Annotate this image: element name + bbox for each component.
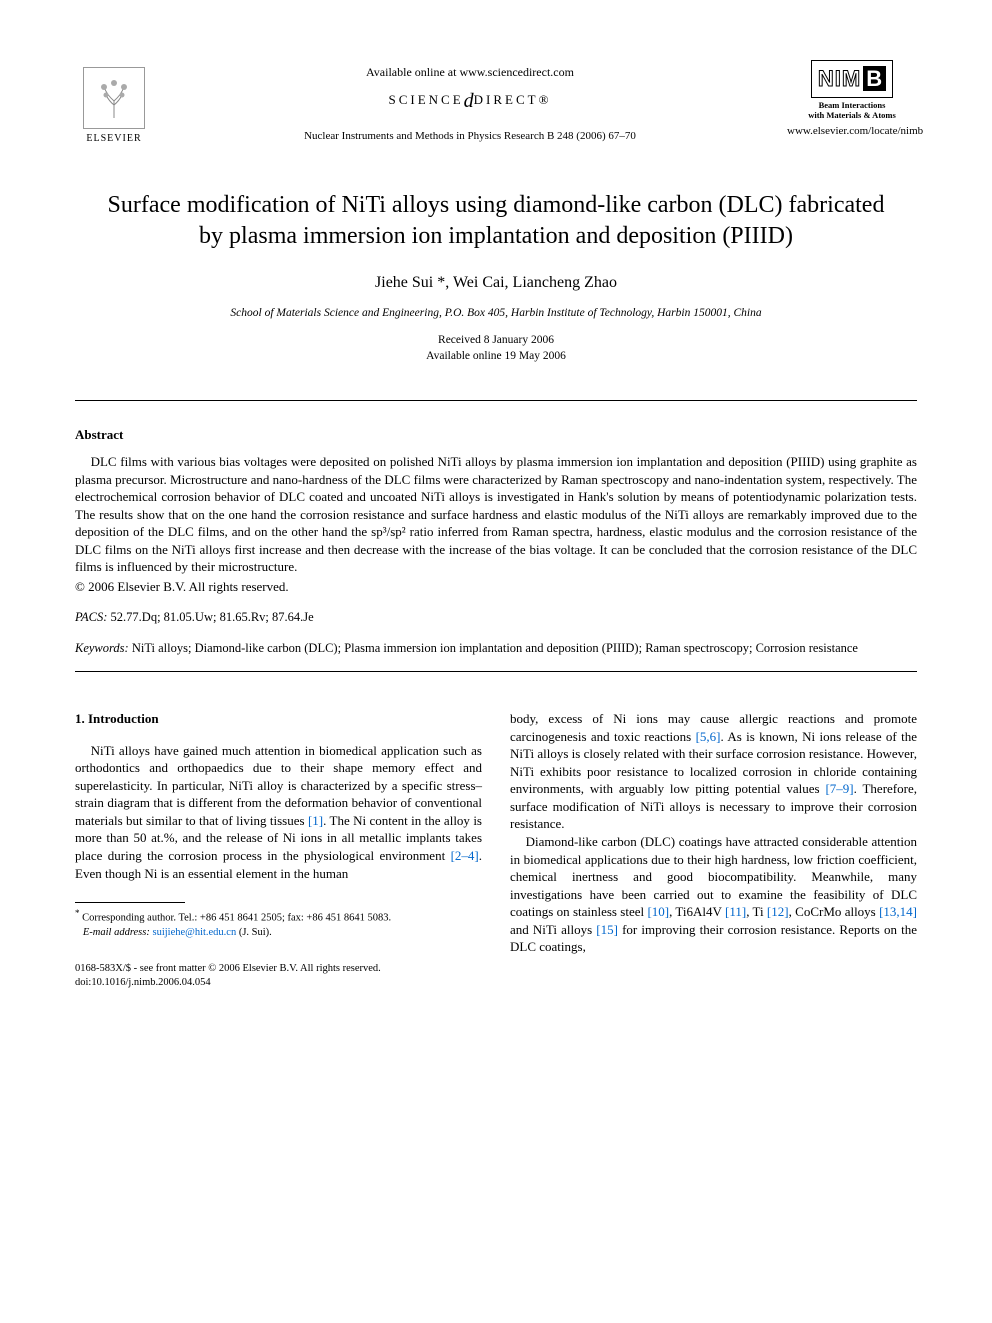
ref-link-11[interactable]: [11] — [725, 904, 746, 919]
ref-link-1[interactable]: [1] — [308, 813, 323, 828]
keywords-line: Keywords: NiTi alloys; Diamond-like carb… — [75, 640, 917, 657]
nimb-letters: NIM — [818, 66, 861, 91]
abstract-block: Abstract DLC films with various bias vol… — [75, 426, 917, 596]
abstract-text: DLC films with various bias voltages wer… — [75, 453, 917, 576]
corresponding-footnote: * Corresponding author. Tel.: +86 451 86… — [75, 907, 482, 926]
sciencedirect-at-icon: d — [464, 90, 474, 112]
elsevier-text: ELSEVIER — [86, 132, 141, 146]
journal-reference: Nuclear Instruments and Methods in Physi… — [153, 129, 787, 144]
email-who: (J. Sui). — [239, 927, 272, 938]
sciencedirect-right: DIRECT® — [474, 92, 552, 107]
elsevier-logo: ELSEVIER — [75, 60, 153, 145]
ref-link-15[interactable]: [15] — [596, 922, 618, 937]
intro-para-2: Diamond-like carbon (DLC) coatings have … — [510, 833, 917, 956]
footer-line-1: 0168-583X/$ - see front matter © 2006 El… — [75, 962, 482, 976]
text-frag: , CoCrMo alloys — [789, 904, 879, 919]
pacs-label: PACS: — [75, 610, 107, 624]
intro-para-1: NiTi alloys have gained much attention i… — [75, 742, 482, 882]
keywords-text: NiTi alloys; Diamond-like carbon (DLC); … — [132, 641, 858, 655]
nimb-logo: NIMB — [811, 60, 893, 98]
rule-bottom — [75, 671, 917, 672]
footer-block: 0168-583X/$ - see front matter © 2006 El… — [75, 962, 482, 990]
ref-link-13-14[interactable]: [13,14] — [879, 904, 917, 919]
corr-asterisk-icon: * — [75, 908, 80, 918]
text-frag: , Ti — [746, 904, 767, 919]
text-frag: , Ti6Al4V — [669, 904, 725, 919]
nimb-b: B — [863, 66, 886, 91]
text-frag: and NiTi alloys — [510, 922, 596, 937]
email-footnote: E-mail address: suijiehe@hit.edu.cn (J. … — [75, 926, 482, 940]
ref-link-7-9[interactable]: [7–9] — [825, 781, 853, 796]
elsevier-tree-icon — [83, 67, 145, 129]
ref-link-5-6[interactable]: [5,6] — [696, 729, 721, 744]
nimb-logo-box: NIMB Beam Interactions with Materials & … — [787, 60, 917, 139]
nimb-subtitle-1: Beam Interactions — [787, 100, 917, 110]
sciencedirect-logo: SCIENCEdDIRECT® — [153, 88, 787, 115]
abstract-heading: Abstract — [75, 426, 917, 444]
pacs-codes: 52.77.Dq; 81.05.Uw; 81.65.Rv; 87.64.Je — [111, 610, 314, 624]
footnote-rule — [75, 902, 185, 903]
locate-url: www.elsevier.com/locate/nimb — [787, 124, 917, 139]
affiliation: School of Materials Science and Engineer… — [75, 306, 917, 322]
rule-top — [75, 400, 917, 401]
received-date: Received 8 January 2006 — [75, 333, 917, 349]
left-column: 1. Introduction NiTi alloys have gained … — [75, 710, 482, 990]
pacs-line: PACS: 52.77.Dq; 81.05.Uw; 81.65.Rv; 87.6… — [75, 609, 917, 626]
page-header: ELSEVIER Available online at www.science… — [75, 60, 917, 145]
keywords-label: Keywords: — [75, 641, 129, 655]
ref-link-12[interactable]: [12] — [767, 904, 789, 919]
body-columns: 1. Introduction NiTi alloys have gained … — [75, 710, 917, 990]
authors-line: Jiehe Sui *, Wei Cai, Liancheng Zhao — [75, 272, 917, 294]
abstract-copyright: © 2006 Elsevier B.V. All rights reserved… — [75, 578, 917, 596]
intro-para-1-cont: body, excess of Ni ions may cause allerg… — [510, 710, 917, 833]
email-label: E-mail address: — [83, 927, 150, 938]
online-date: Available online 19 May 2006 — [75, 349, 917, 365]
center-header: Available online at www.sciencedirect.co… — [153, 60, 787, 144]
article-dates: Received 8 January 2006 Available online… — [75, 333, 917, 364]
article-title: Surface modification of NiTi alloys usin… — [105, 190, 887, 252]
right-column: body, excess of Ni ions may cause allerg… — [510, 710, 917, 990]
ref-link-10[interactable]: [10] — [647, 904, 669, 919]
footer-doi: doi:10.1016/j.nimb.2006.04.054 — [75, 976, 482, 990]
nimb-subtitle-2: with Materials & Atoms — [787, 110, 917, 120]
email-link[interactable]: suijiehe@hit.edu.cn — [152, 927, 236, 938]
ref-link-2-4[interactable]: [2–4] — [451, 848, 479, 863]
available-online-text: Available online at www.sciencedirect.co… — [153, 64, 787, 80]
sciencedirect-left: SCIENCE — [389, 92, 464, 107]
corresponding-text: Corresponding author. Tel.: +86 451 8641… — [82, 913, 391, 924]
section-1-heading: 1. Introduction — [75, 710, 482, 728]
